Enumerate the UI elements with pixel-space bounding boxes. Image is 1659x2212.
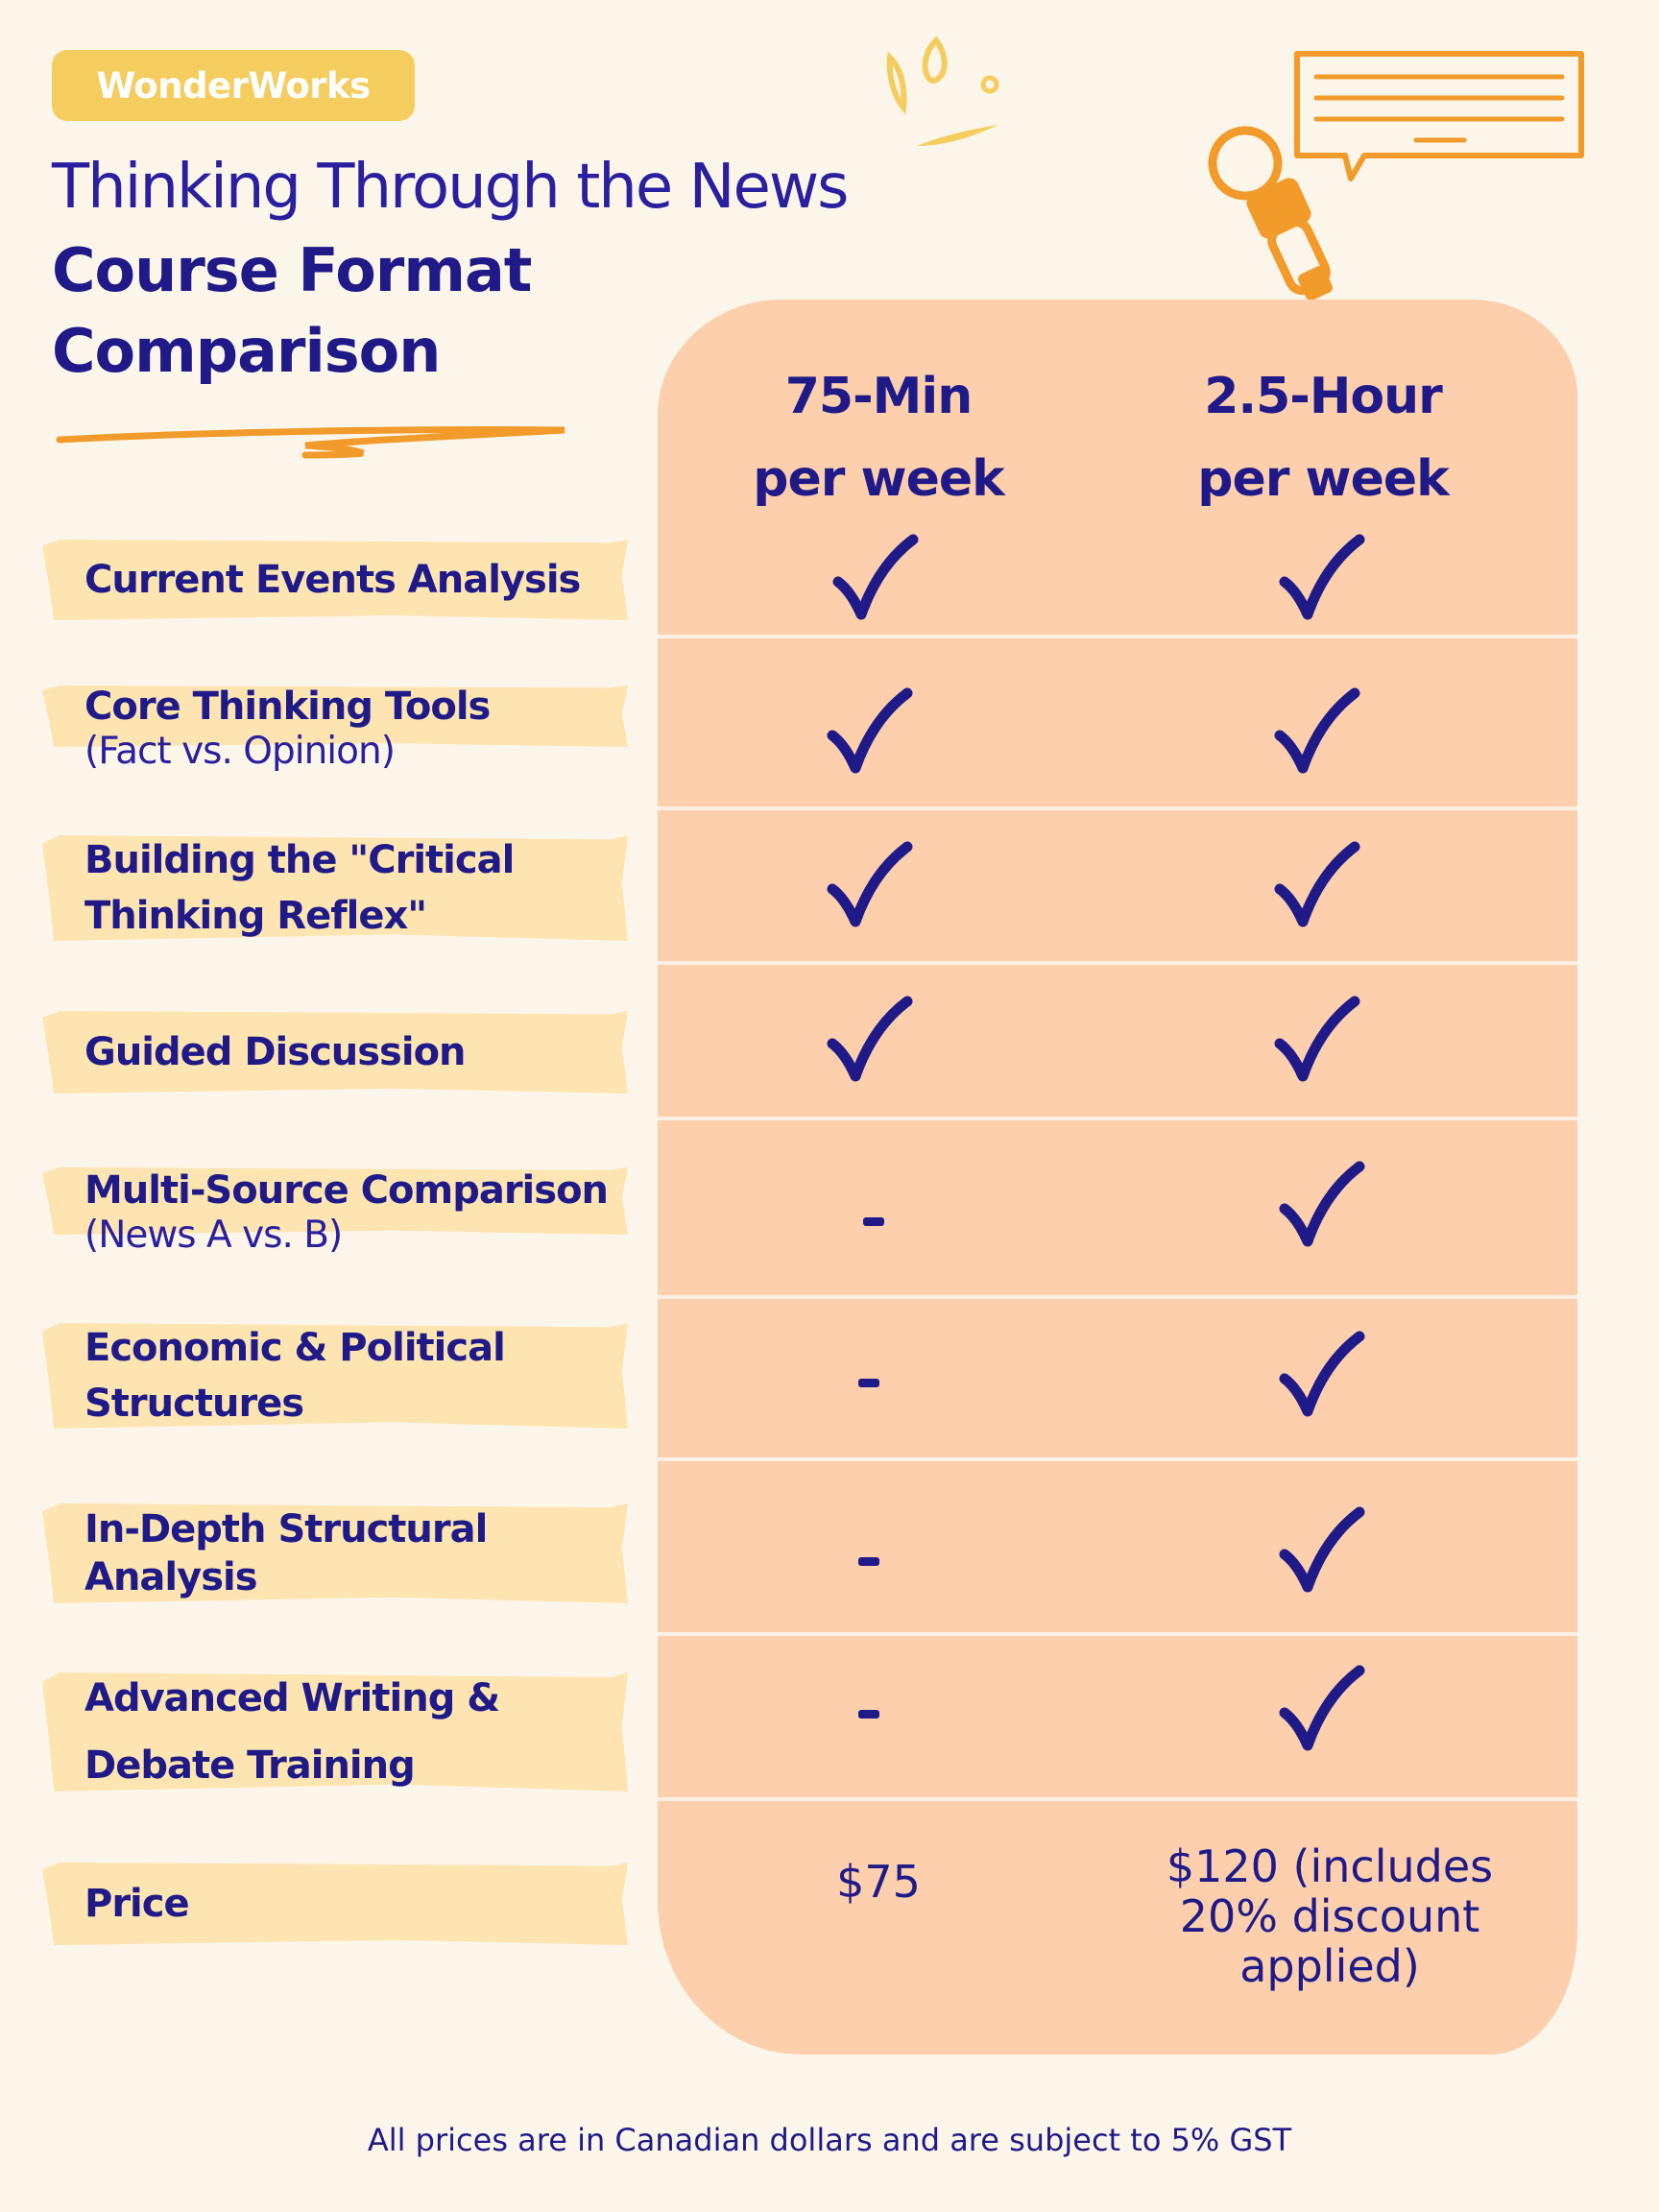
underline-squiggle-icon: [56, 425, 565, 459]
row-divider: [658, 1295, 1577, 1299]
row-divider: [658, 1632, 1577, 1636]
row-label-multi-source: Multi-Source Comparison (News A vs. B): [42, 1164, 628, 1260]
dash-icon: [821, 1666, 917, 1762]
check-icon: [1269, 837, 1365, 933]
page-title: Thinking Through the News: [52, 152, 849, 223]
row-label-economic-political: Economic & Political Structures: [42, 1323, 628, 1429]
row-label-guided-discussion: Guided Discussion: [42, 1011, 628, 1094]
row-divider: [658, 635, 1577, 638]
row-label-writing-debate: Advanced Writing & Debate Training: [42, 1672, 628, 1791]
footer-note: All prices are in Canadian dollars and a…: [367, 2122, 1292, 2158]
check-icon: [1274, 1503, 1370, 1599]
price-75-min: $75: [836, 1856, 921, 1908]
check-icon: [828, 530, 924, 626]
check-icon: [1274, 1661, 1370, 1757]
dash-icon: [821, 1334, 917, 1431]
row-label-structural-analysis: In-Depth Structural Analysis: [42, 1503, 628, 1603]
row-label-price: Price: [42, 1863, 628, 1945]
column-header-75-min: 75-Min per week: [753, 368, 1004, 508]
check-icon: [1274, 1157, 1370, 1253]
speech-bubble-icon: [1294, 51, 1584, 181]
check-icon: [1274, 530, 1370, 626]
row-divider: [658, 1457, 1577, 1461]
row-label-current-events: Current Events Analysis: [42, 540, 628, 620]
row-divider: [658, 1117, 1577, 1120]
check-icon: [822, 837, 918, 933]
row-divider: [658, 806, 1577, 810]
check-icon: [1274, 1327, 1370, 1423]
check-icon: [1269, 684, 1365, 780]
check-icon: [1269, 992, 1365, 1088]
row-divider: [658, 1797, 1577, 1801]
row-label-core-thinking: Core Thinking Tools (Fact vs. Opinion): [42, 682, 628, 774]
check-icon: [822, 992, 918, 1088]
column-header-2-5-hour: 2.5-Hour per week: [1197, 368, 1449, 508]
dash-icon: [826, 1173, 922, 1269]
brand-badge: WonderWorks: [52, 50, 415, 121]
check-icon: [822, 684, 918, 780]
page-subtitle: Course Format Comparison: [52, 235, 532, 386]
price-2-5-hour: $120 (includes 20% discount applied): [1166, 1840, 1494, 1992]
dash-icon: [821, 1513, 917, 1609]
row-label-critical-reflex: Building the "Critical Thinking Reflex": [42, 835, 628, 941]
doodle-decoration-icon: [886, 36, 999, 146]
comparison-panel: [658, 300, 1577, 2055]
row-divider: [658, 961, 1577, 965]
microphone-icon: [1208, 126, 1333, 301]
